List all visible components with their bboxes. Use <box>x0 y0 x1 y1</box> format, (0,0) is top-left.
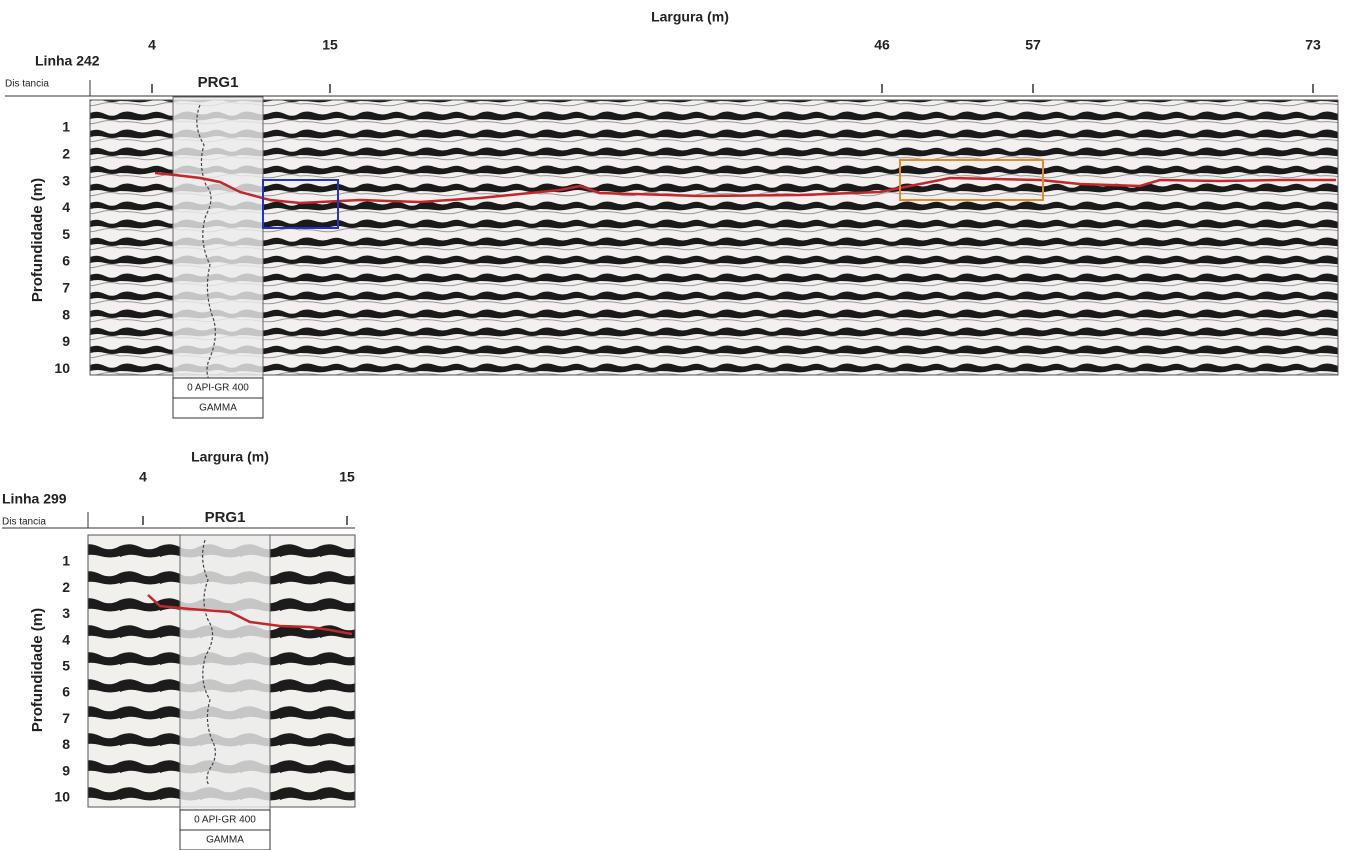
gamma-log <box>202 539 216 786</box>
well-column <box>179 534 271 811</box>
well-column <box>172 96 264 379</box>
x-tick-label: 15 <box>339 469 355 485</box>
y-tick-label: 8 <box>62 736 70 752</box>
y-tick-label: 10 <box>54 360 70 376</box>
y-tick-label: 4 <box>62 199 70 215</box>
horizon-line <box>154 171 1336 205</box>
gamma-scale: 0 API-GR 400 <box>187 383 249 394</box>
distance-label: Dis tancia <box>2 517 46 528</box>
highlight-box <box>262 179 339 229</box>
y-tick-label: 8 <box>62 306 70 322</box>
y-axis-label: Profundidade (m) <box>29 608 46 732</box>
axis-title: Largura (m) <box>191 449 269 465</box>
x-tick-label: 46 <box>874 37 890 53</box>
y-tick-label: 1 <box>62 119 70 135</box>
gamma-log <box>196 104 216 381</box>
axis-title: Largura (m) <box>651 9 729 25</box>
gamma-scale: 0 API-GR 400 <box>194 815 256 826</box>
y-tick-label: 7 <box>62 280 70 296</box>
y-tick-label: 3 <box>62 172 70 188</box>
y-tick-label: 10 <box>54 789 70 805</box>
y-tick-label: 6 <box>62 684 70 700</box>
y-tick-label: 3 <box>62 605 70 621</box>
x-tick-label: 73 <box>1305 37 1321 53</box>
y-tick-label: 2 <box>62 579 70 595</box>
gamma-name: GAMMA <box>199 403 237 414</box>
radargram-image <box>89 99 1339 376</box>
y-tick-label: 2 <box>62 146 70 162</box>
y-axis-label: Profundidade (m) <box>29 178 46 302</box>
well-label: PRG1 <box>198 74 239 91</box>
y-tick-label: 7 <box>62 710 70 726</box>
distance-label: Dis tancia <box>5 79 49 90</box>
highlight-box <box>899 159 1044 201</box>
y-tick-label: 1 <box>62 553 70 569</box>
y-tick-label: 6 <box>62 253 70 269</box>
y-tick-label: 9 <box>62 333 70 349</box>
x-tick-label: 57 <box>1025 37 1041 53</box>
x-tick-label: 15 <box>322 37 338 53</box>
well-label: PRG1 <box>205 509 246 526</box>
x-tick-label: 4 <box>139 469 147 485</box>
line-label: Linha 242 <box>35 53 100 69</box>
line-label: Linha 299 <box>2 491 67 507</box>
gamma-name: GAMMA <box>206 835 244 846</box>
y-tick-label: 5 <box>62 226 70 242</box>
y-tick-label: 5 <box>62 658 70 674</box>
x-tick-label: 4 <box>148 37 156 53</box>
horizon-line <box>147 594 353 636</box>
y-tick-label: 4 <box>62 631 70 647</box>
y-tick-label: 9 <box>62 762 70 778</box>
